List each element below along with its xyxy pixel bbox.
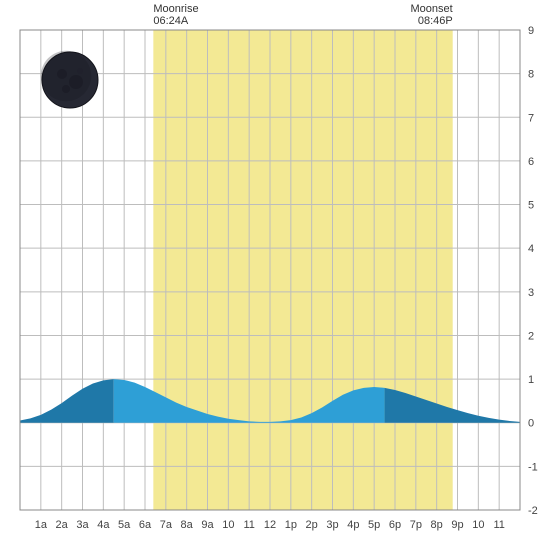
y-tick-label: -2 (528, 505, 538, 517)
y-tick-label: 0 (528, 418, 534, 430)
y-tick-label: 7 (528, 112, 534, 124)
x-tick-label: 4p (347, 519, 359, 531)
y-tick-label: 6 (528, 156, 534, 168)
moonrise-time: 06:24A (153, 15, 189, 27)
x-tick-label: 2a (56, 519, 69, 531)
moonset-title: Moonset (411, 3, 453, 15)
y-tick-label: 5 (528, 200, 534, 212)
y-tick-label: 4 (528, 243, 534, 255)
moonrise-title: Moonrise (153, 3, 198, 15)
moonset-time: 08:46P (418, 15, 453, 27)
x-tick-label: 1p (285, 519, 297, 531)
x-tick-label: 3a (76, 519, 89, 531)
x-tick-label: 3p (326, 519, 338, 531)
y-tick-label: -1 (528, 461, 538, 473)
y-tick-label: 3 (528, 287, 534, 299)
y-tick-label: 1 (528, 374, 534, 386)
y-tick-label: 9 (528, 25, 534, 37)
daylight-band (153, 30, 452, 510)
y-tick-label: 8 (528, 69, 534, 81)
x-tick-label: 12 (264, 519, 276, 531)
x-tick-label: 10 (222, 519, 234, 531)
x-tick-label: 4a (97, 519, 110, 531)
x-tick-label: 6a (139, 519, 152, 531)
x-tick-label: 11 (493, 519, 504, 531)
x-tick-label: 7p (410, 519, 422, 531)
x-tick-label: 2p (306, 519, 318, 531)
tide-chart: 1a2a3a4a5a6a7a8a9a1011121p2p3p4p5p6p7p8p… (0, 0, 550, 550)
x-tick-label: 5a (118, 519, 131, 531)
x-tick-label: 11 (243, 519, 254, 531)
moon-icon (41, 51, 98, 108)
x-tick-label: 10 (472, 519, 484, 531)
x-tick-label: 5p (368, 519, 380, 531)
x-tick-label: 6p (389, 519, 401, 531)
x-tick-label: 7a (160, 519, 173, 531)
x-tick-label: 8p (431, 519, 443, 531)
x-tick-label: 9p (451, 519, 463, 531)
x-tick-label: 9a (201, 519, 214, 531)
chart-svg: 1a2a3a4a5a6a7a8a9a1011121p2p3p4p5p6p7p8p… (0, 0, 550, 550)
y-tick-label: 2 (528, 330, 534, 342)
x-tick-label: 1a (35, 519, 48, 531)
x-tick-label: 8a (181, 519, 194, 531)
